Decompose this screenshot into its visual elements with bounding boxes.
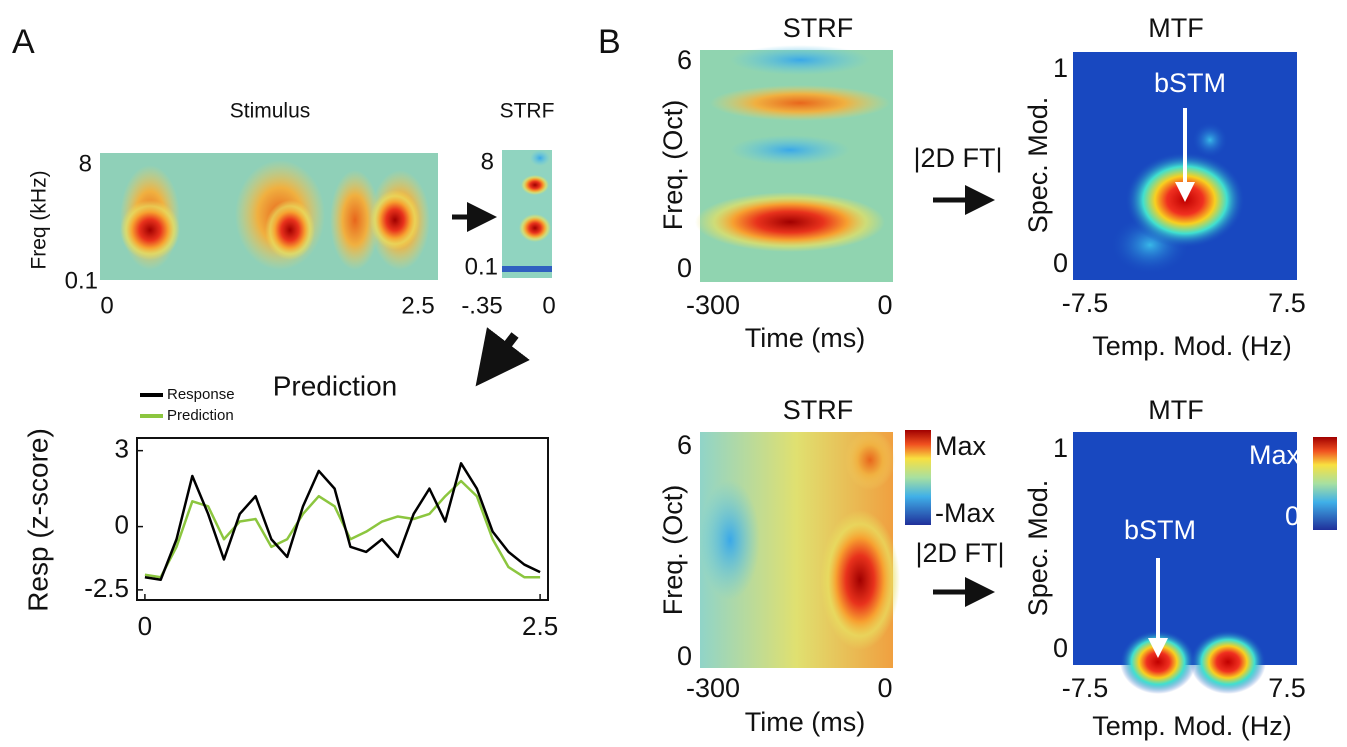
heat [521,175,549,195]
tick-label: 0.1 [465,253,498,280]
tick-label: 6 [677,430,692,460]
heat [370,190,420,250]
tick-label: 8 [481,148,494,175]
heatmap-bg [1073,432,1297,665]
tick-label: 6 [677,45,692,75]
x-tick-label: 0 [138,611,152,641]
plot-frame [136,437,549,601]
heat [695,192,885,252]
x-label: Time (ms) [745,707,865,737]
line-series [144,462,541,581]
tick-label: 0 [1053,633,1068,663]
heat [530,150,550,166]
spectrogram [100,153,438,280]
heat [730,45,870,75]
heat [1120,630,1196,694]
heat [519,214,551,242]
colorbar-label: 0 [1285,501,1300,531]
panel-label: B [598,23,621,61]
tick-label: 0 [542,292,555,319]
y-tick-label: 0 [115,509,129,539]
heat [730,135,850,165]
strf-small [502,150,552,278]
title: STRF [500,100,555,123]
heat [700,480,760,600]
prediction-plot: Prediction Resp (z-score) 3 0 -2.5 0 2.5 Respon… [22,370,558,640]
tick-label: 0 [877,290,892,320]
strf-heatmap [700,430,900,668]
tick-label: 7.5 [1268,673,1306,703]
heat [265,200,315,260]
tick-label: 8 [79,150,92,177]
strf-heatmap [695,45,893,282]
colorbar [1313,437,1337,530]
x-label: Temp. Mod. (Hz) [1092,331,1292,361]
y-label: Freq (kHz) [28,170,51,269]
tick-label: 0 [677,641,692,671]
transform-label: |2D FT| [915,538,1004,568]
tick-label: -7.5 [1062,288,1109,318]
y-label: Resp (z-score) [22,428,53,612]
tick-label: 0 [677,253,692,283]
title: STRF [783,13,854,43]
tick-label: -.35 [461,292,502,319]
annotation: bSTM [1124,515,1196,545]
tick-label: 0 [100,292,113,319]
tick-label: -300 [686,290,740,320]
x-tick-label: 2.5 [522,611,558,641]
tick-label: 7.5 [1268,288,1306,318]
chart-title: Prediction [273,370,398,401]
legend-label: Prediction [167,407,234,424]
arrow [475,327,530,387]
y-tick-label: 3 [115,434,129,464]
colorbar [905,430,931,525]
y-label: Spec. Mod. [1023,97,1053,234]
tick-label: 2.5 [401,292,434,319]
x-label: Temp. Mod. (Hz) [1092,711,1292,741]
mtf-heatmap [1073,432,1297,694]
panel-label: A [12,23,35,61]
tick-label: 1 [1053,433,1068,463]
heat [845,430,895,490]
heat [1190,630,1266,694]
mtf-heatmap [1073,52,1297,280]
tick-label: 0 [1053,248,1068,278]
heat [1192,122,1228,158]
colorbar-label: Max [935,431,987,461]
heat [502,266,552,272]
heatmap-bg [502,150,552,278]
tick-label: -7.5 [1062,673,1109,703]
y-label: Freq. (Oct) [658,485,688,616]
title: Stimulus [230,100,311,123]
title: MTF [1148,395,1203,425]
heat [820,510,900,650]
heat [710,85,890,121]
annotation: bSTM [1154,68,1226,98]
tick-label: -300 [686,673,740,703]
title: MTF [1148,13,1203,43]
y-label: Spec. Mod. [1023,480,1053,617]
colorbar-label: -Max [935,498,995,528]
transform-label: |2D FT| [913,143,1002,173]
legend-label: Response [167,386,235,403]
y-tick-label: -2.5 [84,573,129,603]
tick-label: 0.1 [65,267,98,294]
heat [120,200,180,260]
line-series [144,479,541,579]
x-label: Time (ms) [745,323,865,353]
y-label: Freq. (Oct) [658,100,688,231]
colorbar-label: Max [1249,440,1301,470]
title: STRF [783,395,854,425]
tick-label: 0 [877,673,892,703]
tick-label: 1 [1053,53,1068,83]
